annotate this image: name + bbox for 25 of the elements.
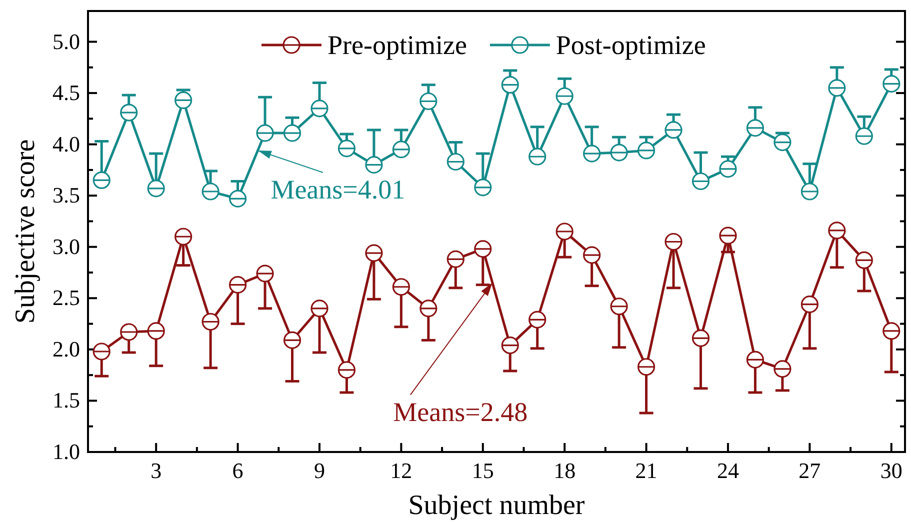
y-tick-label: 3.0 <box>52 234 80 259</box>
x-tick-label: 3 <box>150 458 162 483</box>
x-tick-label: 27 <box>798 458 821 483</box>
annotation: Means=4.01 <box>270 174 406 204</box>
y-tick-label: 4.0 <box>52 131 80 156</box>
y-tick-label: 1.0 <box>52 439 80 464</box>
y-tick-label: 1.5 <box>52 388 80 413</box>
y-axis-title: Subjective score <box>10 139 41 324</box>
y-tick-label: 2.5 <box>52 285 80 310</box>
y-tick-label: 3.5 <box>52 182 80 208</box>
x-tick-label: 24 <box>716 458 739 483</box>
y-tick-label: 4.5 <box>52 80 80 106</box>
x-tick-label: 18 <box>554 458 576 483</box>
x-tick-label: 6 <box>232 458 244 483</box>
x-tick-label: 15 <box>472 458 494 483</box>
y-tick-label: 2.0 <box>52 336 80 362</box>
annotation: Means=2.48 <box>393 396 528 427</box>
x-tick-label: 30 <box>880 458 902 483</box>
legend-label: Pre-optimize <box>328 30 467 60</box>
x-axis-title: Subject number <box>408 490 586 521</box>
y-tick-label: 5.0 <box>52 28 80 54</box>
x-tick-label: 21 <box>635 458 658 483</box>
x-tick-label: 9 <box>314 458 325 483</box>
legend-label: Post-optimize <box>556 30 706 60</box>
x-tick-label: 12 <box>390 458 412 483</box>
